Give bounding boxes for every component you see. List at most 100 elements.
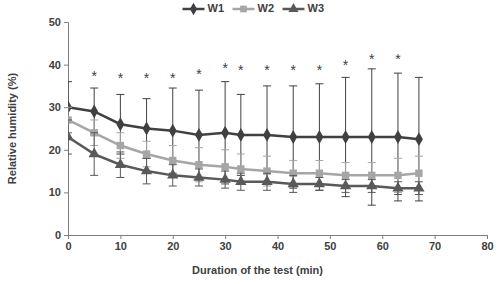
marker [342,130,350,144]
y-tick-label: 50 [49,16,61,28]
error-cap [195,90,203,91]
error-cap [315,190,323,191]
error-cap [415,156,423,157]
legend-label: W2 [258,2,275,14]
x-tick-label: 70 [429,240,441,252]
error-cap [237,94,245,95]
annotation: * [118,70,124,86]
error-cap [221,81,229,82]
plot: 0102030405060708001020304050************… [49,16,494,252]
x-tick: 20 [167,235,179,252]
y-tick: 0 [55,229,68,241]
series [68,69,423,205]
error-cap [394,158,402,159]
x-tick-mark [487,235,488,239]
marker [143,122,151,136]
y-tick: 10 [49,186,68,198]
y-tick-label: 30 [49,101,61,113]
x-tick-mark [278,235,279,239]
error-cap [289,160,297,161]
x-tick: 60 [377,235,389,252]
annotation: * [369,51,375,67]
error-cap [368,192,376,193]
annotation: * [317,62,323,78]
annotation: * [290,62,296,78]
x-tick-label: 0 [65,240,71,252]
annotations: ************* [91,51,401,86]
marker [415,132,423,146]
marker [342,172,349,179]
marker [219,173,230,183]
legend-item: W2 [233,2,275,14]
x-tick-label: 80 [481,240,493,252]
error-cap [342,77,350,78]
x-axis-title: Duration of the test (min) [192,264,323,276]
y-axis-title: Relative humidity (%) [6,73,18,185]
marker [289,130,297,144]
error-cap [415,77,423,78]
error-cap [169,164,177,165]
x-tick-label: 30 [220,240,232,252]
error-cap [237,173,245,174]
y-axis: 01020304050 [49,16,69,241]
x-tick-label: 50 [324,240,336,252]
error-cap [368,68,376,69]
marker [68,116,72,123]
marker [394,172,401,179]
error-cap [237,190,245,191]
error-cap [315,190,323,191]
x-tick-mark [435,235,436,239]
error-cap [116,151,124,152]
marker [193,171,204,181]
x-tick-mark [330,235,331,239]
error-cap [263,156,271,157]
marker [366,180,377,190]
y-tick-label: 40 [49,59,61,71]
chart: 0102030405060708001020304050************… [0,0,500,284]
error-cap [116,132,124,133]
x-tick-mark [225,235,226,239]
marker [169,157,176,164]
x-tick-label: 60 [377,240,389,252]
error-cap [342,196,350,197]
x-tick-label: 40 [272,240,284,252]
error-cap [169,88,177,89]
y-tick: 40 [49,59,68,71]
error-cap [394,200,402,201]
legend-item: W1 [183,2,225,15]
error-cap [68,154,72,155]
annotation: * [91,68,97,84]
error-cap [221,149,229,150]
error-cap [68,107,72,108]
x-tick-label: 20 [167,240,179,252]
marker [368,172,375,179]
annotation: * [343,57,349,73]
error-cap [195,168,203,169]
error-cap [263,85,271,86]
marker [68,131,74,141]
error-cap [289,175,297,176]
error-cap [289,192,297,193]
marker [167,169,178,179]
marker [195,161,202,168]
marker [235,175,246,185]
marker [261,175,272,185]
y-tick-mark [64,235,68,236]
error-cap [169,186,177,187]
error-cap [237,154,245,155]
marker [263,128,271,142]
y-tick-mark [64,192,68,193]
x-tick: 30 [220,235,232,252]
error-cap [315,160,323,161]
series [68,120,425,195]
y-tick-mark [64,107,68,108]
x-axis: 01020304050607080 [65,235,493,252]
y-tick: 30 [49,101,68,113]
marker [413,182,424,192]
marker [221,163,228,170]
error-cap [90,88,98,89]
x-tick: 80 [481,235,493,252]
marker [316,170,323,177]
error-cap [415,200,423,201]
error-cap [342,162,350,163]
